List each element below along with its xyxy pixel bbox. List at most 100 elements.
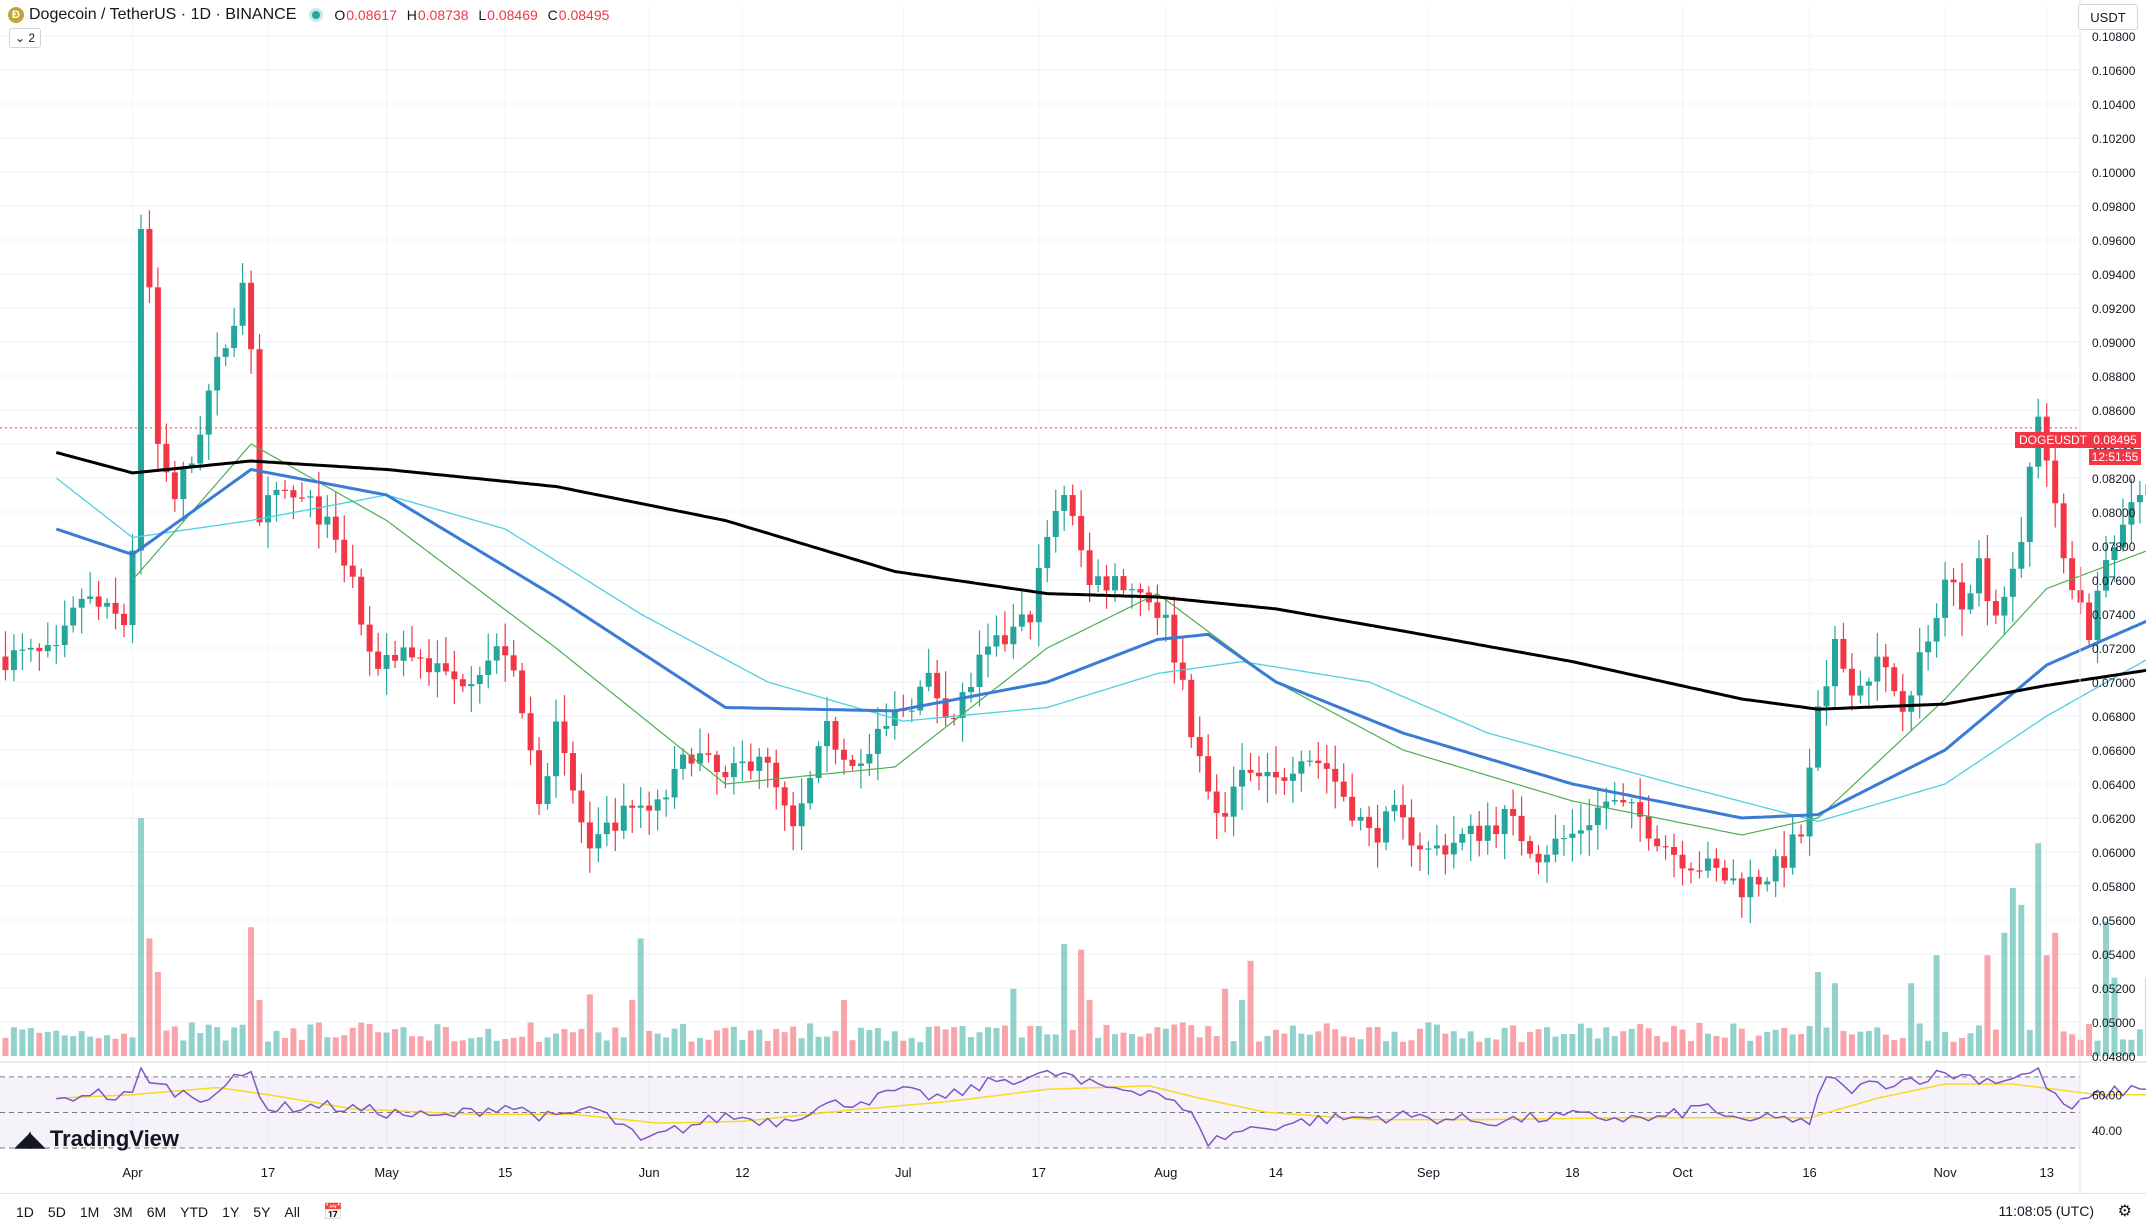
candle-body (612, 823, 618, 831)
volume-bar (993, 1028, 999, 1056)
volume-bar (1290, 1026, 1296, 1056)
volume-bar (1510, 1026, 1516, 1056)
candle-body (561, 721, 567, 753)
calendar-icon[interactable]: 📅 (323, 1202, 343, 1222)
utc-clock[interactable]: 11:08:05 (UTC) (1999, 1203, 2094, 1219)
volume-bar (350, 1028, 356, 1056)
market-status-icon[interactable] (312, 11, 320, 19)
volume-bar (36, 1033, 42, 1056)
candle-body (401, 647, 407, 660)
volume-bar (1680, 1030, 1686, 1056)
candle-body (1680, 855, 1686, 869)
symbol-title[interactable]: Dogecoin / TetherUS · 1D · BINANCE (29, 6, 296, 24)
candle-body (1442, 845, 1448, 854)
candle-body (1222, 813, 1228, 817)
range-6m-button[interactable]: 6M (140, 1204, 173, 1220)
candle-body (1137, 589, 1143, 592)
candle-body (985, 647, 991, 655)
range-1y-button[interactable]: 1Y (215, 1204, 246, 1220)
last-price-value: 0.08495 (2089, 432, 2141, 448)
currency-selector-button[interactable]: USDT (2078, 4, 2138, 30)
price-tick-label: 0.07600 (2092, 574, 2136, 588)
candle-body (1349, 797, 1355, 821)
candle-body (1400, 805, 1406, 818)
range-3m-button[interactable]: 3M (106, 1204, 139, 1220)
range-1m-button[interactable]: 1M (73, 1204, 106, 1220)
volume-bar (2035, 843, 2041, 1056)
price-tick-label: 0.07800 (2092, 540, 2136, 554)
price-tick-label: 0.09400 (2092, 268, 2136, 282)
high-value: 0.08738 (418, 7, 469, 23)
time-tick-label: 18 (1565, 1165, 1579, 1180)
candle-body (1019, 614, 1025, 626)
volume-bar (2, 1038, 8, 1056)
volume-bar (1315, 1031, 1321, 1056)
candle-body (909, 710, 915, 711)
volume-bar (1773, 1030, 1779, 1056)
indicators-collapse-button[interactable]: ⌄ 2 (9, 28, 41, 48)
candle-body (1747, 877, 1753, 897)
candle-body (392, 655, 398, 661)
candle-body (1061, 495, 1067, 511)
candle-body (1248, 770, 1254, 773)
candle-body (536, 750, 542, 804)
candle-body (1044, 537, 1050, 568)
volume-bar (1146, 1033, 1152, 1056)
volume-bar (1747, 1041, 1753, 1056)
volume-bar (172, 1026, 178, 1056)
volume-bar (977, 1032, 983, 1056)
time-tick-label: 17 (261, 1165, 275, 1180)
volume-bar (951, 1027, 957, 1056)
volume-bar (1197, 1037, 1203, 1056)
volume-bar (1214, 1036, 1220, 1056)
volume-bar (1112, 1034, 1118, 1056)
volume-bar (468, 1038, 474, 1056)
candle-body (638, 806, 644, 808)
range-1d-button[interactable]: 1D (9, 1204, 41, 1220)
candle-body (875, 729, 881, 754)
volume-bar (1620, 1031, 1626, 1056)
volume-bar (231, 1027, 237, 1056)
price-tick-label: 0.06400 (2092, 778, 2136, 792)
volume-bar (1027, 1026, 1033, 1056)
price-tick-label: 0.04800 (2092, 1050, 2136, 1064)
price-tick-label: 0.08800 (2092, 370, 2136, 384)
range-ytd-button[interactable]: YTD (173, 1204, 215, 1220)
volume-bar (1493, 1039, 1499, 1056)
volume-bar (2001, 933, 2007, 1056)
candle-body (324, 517, 330, 525)
volume-bar (273, 1031, 279, 1056)
volume-bar (1248, 961, 1254, 1056)
price-tick-label: 0.09800 (2092, 200, 2136, 214)
range-all-button[interactable]: All (277, 1204, 307, 1220)
candle-body (341, 540, 347, 566)
candle-body (1942, 580, 1948, 618)
volume-bar (1180, 1023, 1186, 1056)
volume-bar (1866, 1031, 1872, 1056)
volume-bar (1891, 1040, 1897, 1056)
range-5d-button[interactable]: 5D (41, 1204, 73, 1220)
candle-body (1993, 601, 1999, 615)
volume-bar (2010, 888, 2016, 1056)
candle-body (1298, 761, 1304, 773)
volume-bar (646, 1031, 652, 1056)
candle-body (1256, 773, 1262, 776)
range-5y-button[interactable]: 5Y (246, 1204, 277, 1220)
candle-body (545, 776, 551, 804)
candle-body (121, 614, 127, 625)
candle-body (655, 799, 661, 810)
price-tick-label: 0.08200 (2092, 472, 2136, 486)
candle-body (1595, 808, 1601, 825)
volume-bar (2027, 1030, 2033, 1056)
candle-body (1188, 680, 1194, 737)
volume-bar (536, 1042, 542, 1056)
last-price-symbol: DOGEUSDT (2015, 432, 2091, 448)
candle-body (1358, 817, 1364, 821)
gear-icon[interactable]: ⚙ (2118, 1201, 2132, 1221)
tradingview-logo[interactable]: ◢◣ TradingView (14, 1126, 179, 1152)
price-tick-label: 0.10800 (2092, 30, 2136, 44)
candle-body (1417, 845, 1423, 849)
volume-bar (1476, 1042, 1482, 1056)
volume-bar (392, 1029, 398, 1056)
